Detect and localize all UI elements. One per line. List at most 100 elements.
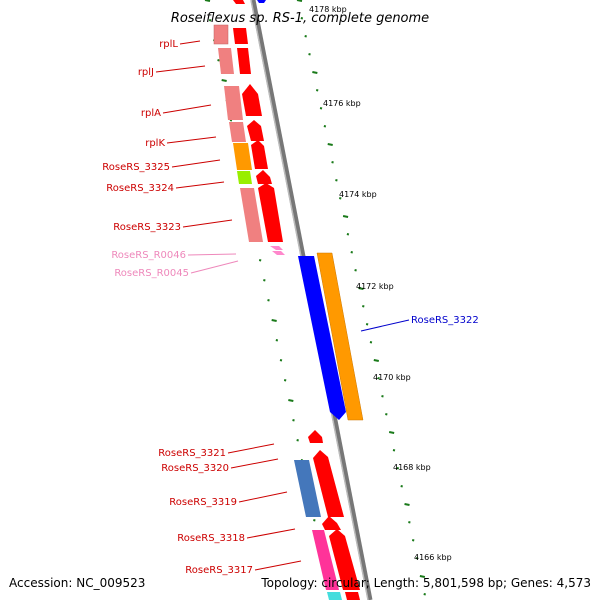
tick-mark	[204, 0, 211, 2]
tick-mark	[217, 59, 220, 62]
gene-leader-line	[227, 443, 275, 454]
tick-mark	[338, 197, 342, 200]
gene-leader-line	[254, 560, 302, 571]
gene-label: rplK	[145, 138, 165, 149]
gene-leader-line	[162, 104, 212, 114]
tick-mark	[373, 359, 379, 362]
scale-label: 4178 kbp	[309, 5, 347, 14]
accession-text: Accession: NC_009523	[9, 576, 146, 590]
tick-mark	[271, 319, 277, 322]
gene-label: rplA	[141, 108, 161, 119]
gene-label: RoseRS_3317	[185, 565, 253, 576]
gene-label: RoseRS_3318	[177, 533, 245, 544]
tick-mark	[279, 359, 283, 362]
gene-arrow-rplJ	[237, 48, 251, 74]
gene-labels: rplL rplJ rplA rplK RoseRS_3325 RoseRS_3324 Ro…	[102, 39, 478, 576]
gene-arrow-3324	[256, 170, 272, 184]
gene-arrow-rplA	[242, 84, 262, 116]
tick-mark	[411, 539, 415, 542]
tick-mark	[350, 251, 354, 254]
gene-box-rplJ	[218, 48, 234, 74]
tick-mark	[229, 119, 233, 122]
gene-box-3324	[237, 171, 252, 184]
gene-leader-line	[182, 219, 233, 228]
tick-mark	[331, 161, 334, 164]
tick-mark	[415, 557, 419, 560]
scale-label: 4176 kbp	[323, 99, 361, 108]
tick-mark	[354, 269, 357, 272]
tick-mark	[327, 143, 333, 146]
tick-mark	[419, 575, 426, 578]
tick-mark	[400, 485, 403, 488]
gene-leader-line	[179, 40, 201, 45]
gene-box-3319	[294, 460, 321, 517]
tick-mark	[296, 439, 299, 442]
tick-mark	[312, 71, 318, 74]
gene-arrow-bottom	[345, 592, 360, 600]
gene-arrow-3318	[322, 516, 341, 530]
scale-label: 4174 kbp	[339, 190, 377, 199]
tick-mark	[388, 431, 395, 434]
gene-label: rplJ	[138, 67, 154, 78]
tick-mark	[319, 107, 323, 110]
tick-mark	[283, 379, 287, 382]
gene-arrow-3325	[251, 140, 268, 169]
genome-summary-text: Topology: circular; Length: 5,801,598 bp…	[261, 576, 591, 590]
tick-mark	[288, 399, 294, 402]
gene-leader-line	[246, 528, 296, 539]
map-title: Roseiflexus sp. RS-1, complete genome	[171, 11, 429, 26]
gene-label: RoseRS_R0046	[111, 250, 186, 261]
gene-box-3325	[233, 143, 252, 170]
scale-label: 4172 kbp	[356, 282, 394, 291]
tick-mark	[258, 259, 262, 262]
tick-mark	[308, 53, 311, 56]
tick-mark	[313, 519, 316, 522]
gene-box-3323	[240, 188, 263, 242]
gene-label: rplL	[159, 39, 178, 50]
tick-mark	[377, 377, 380, 380]
gene-features	[213, 0, 364, 600]
tick-mark	[404, 503, 410, 506]
gene-arrow-3320	[313, 450, 344, 517]
gene-box-3322	[298, 256, 346, 420]
gene-leader-line	[190, 260, 239, 274]
gene-rna-R0046	[270, 246, 283, 250]
scale-label: 4170 kbp	[373, 373, 411, 382]
tick-mark	[300, 17, 304, 20]
tick-mark	[362, 305, 365, 308]
gene-leader-line	[187, 253, 237, 256]
gene-leader-line	[238, 491, 288, 503]
gene-box-3317	[312, 530, 339, 590]
tick-mark	[346, 233, 350, 236]
gene-rna-R0045	[272, 251, 285, 255]
gene-label: RoseRS_3322	[411, 315, 479, 326]
gene-label: RoseRS_3319	[169, 497, 237, 508]
gene-arrow-rplK	[247, 120, 264, 141]
tick-mark	[396, 467, 400, 470]
tick-mark	[369, 341, 373, 344]
gene-label: RoseRS_3320	[161, 463, 229, 474]
gene-leader-line	[171, 159, 221, 168]
gene-arrow-top-blue	[257, 0, 266, 3]
gene-box-3322-orange	[316, 252, 364, 421]
tick-mark	[296, 0, 303, 2]
scale-labels: 4178 kbp 4176 kbp 4174 kbp 4172 kbp 4170 kbp…	[309, 5, 452, 562]
gene-leader-line	[360, 319, 410, 332]
gene-label: RoseRS_3324	[106, 183, 174, 194]
tick-mark	[358, 287, 364, 290]
tick-mark	[365, 323, 369, 326]
gene-box-bottom	[327, 592, 342, 600]
tick-mark	[408, 521, 411, 524]
tick-mark	[267, 299, 270, 302]
scale-label: 4168 kbp	[393, 463, 431, 472]
tick-mark	[385, 413, 388, 416]
tick-mark	[208, 19, 212, 22]
tick-mark	[263, 279, 266, 282]
scale-label: 4166 kbp	[414, 553, 452, 562]
gene-leader-line	[175, 181, 225, 189]
gene-arrow-top	[233, 0, 245, 4]
gene-box-rplK	[229, 122, 246, 142]
gene-box-rplL	[213, 24, 229, 45]
gene-arrow-rplL	[233, 28, 248, 44]
